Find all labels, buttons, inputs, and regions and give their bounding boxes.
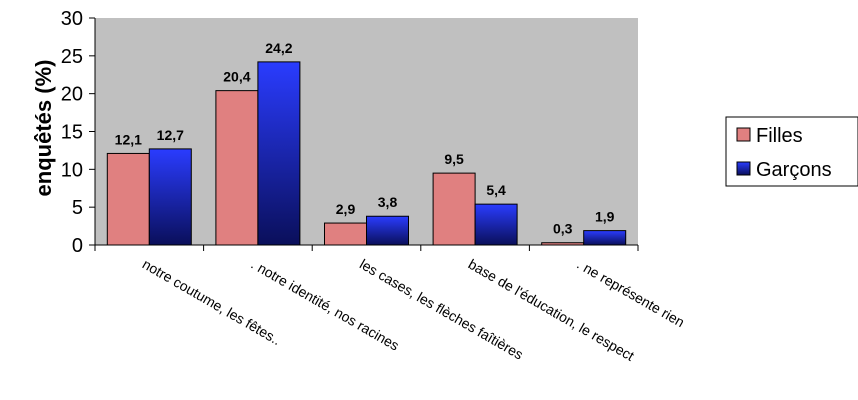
x-category-label: . ne représente rien: [574, 256, 687, 331]
y-tick-label: 15: [61, 122, 83, 144]
legend-label-filles: Filles: [756, 125, 803, 147]
data-label: 12,1: [115, 131, 142, 147]
bar-filles: [324, 222, 367, 246]
data-label: 0,3: [553, 221, 573, 237]
legend-swatch-garcons: [736, 161, 751, 176]
bar-garcons: [583, 230, 627, 246]
bar-filles: [106, 152, 150, 246]
y-tick-label: 0: [72, 235, 83, 257]
bar-garcons: [366, 215, 409, 246]
data-label: 24,2: [265, 40, 292, 56]
data-label: 12,7: [157, 127, 184, 143]
y-axis-label: enquêtés (%): [31, 60, 56, 197]
data-label: 9,5: [444, 151, 464, 167]
legend-swatch-filles: [736, 127, 751, 142]
bar-garcons: [148, 148, 192, 246]
y-axis: 0 5 10 15 20 25 30: [61, 8, 96, 257]
y-tick-label: 10: [61, 159, 83, 181]
legend: Filles Garçons: [725, 116, 858, 187]
data-label: 2,9: [336, 201, 356, 217]
x-axis: notre coutume, les fêtes... notre identi…: [94, 244, 687, 364]
data-label: 20,4: [223, 69, 250, 85]
bar-garcons: [257, 61, 301, 246]
y-tick-label: 5: [72, 197, 83, 219]
data-label: 3,8: [378, 194, 398, 210]
data-label: 5,4: [486, 182, 506, 198]
data-label: 1,9: [595, 209, 615, 225]
bar-filles: [432, 172, 476, 246]
bar-garcons: [474, 203, 518, 246]
legend-label-garcons: Garçons: [756, 159, 832, 181]
y-tick-label: 25: [61, 46, 83, 68]
y-tick-label: 30: [61, 8, 83, 30]
bars: 12,1 12,7 20,4 24,2 2,9 3,8 9,5 5,4 0,3 1,9: [106, 40, 627, 246]
bar-filles: [215, 90, 259, 246]
y-tick-label: 20: [61, 84, 83, 106]
